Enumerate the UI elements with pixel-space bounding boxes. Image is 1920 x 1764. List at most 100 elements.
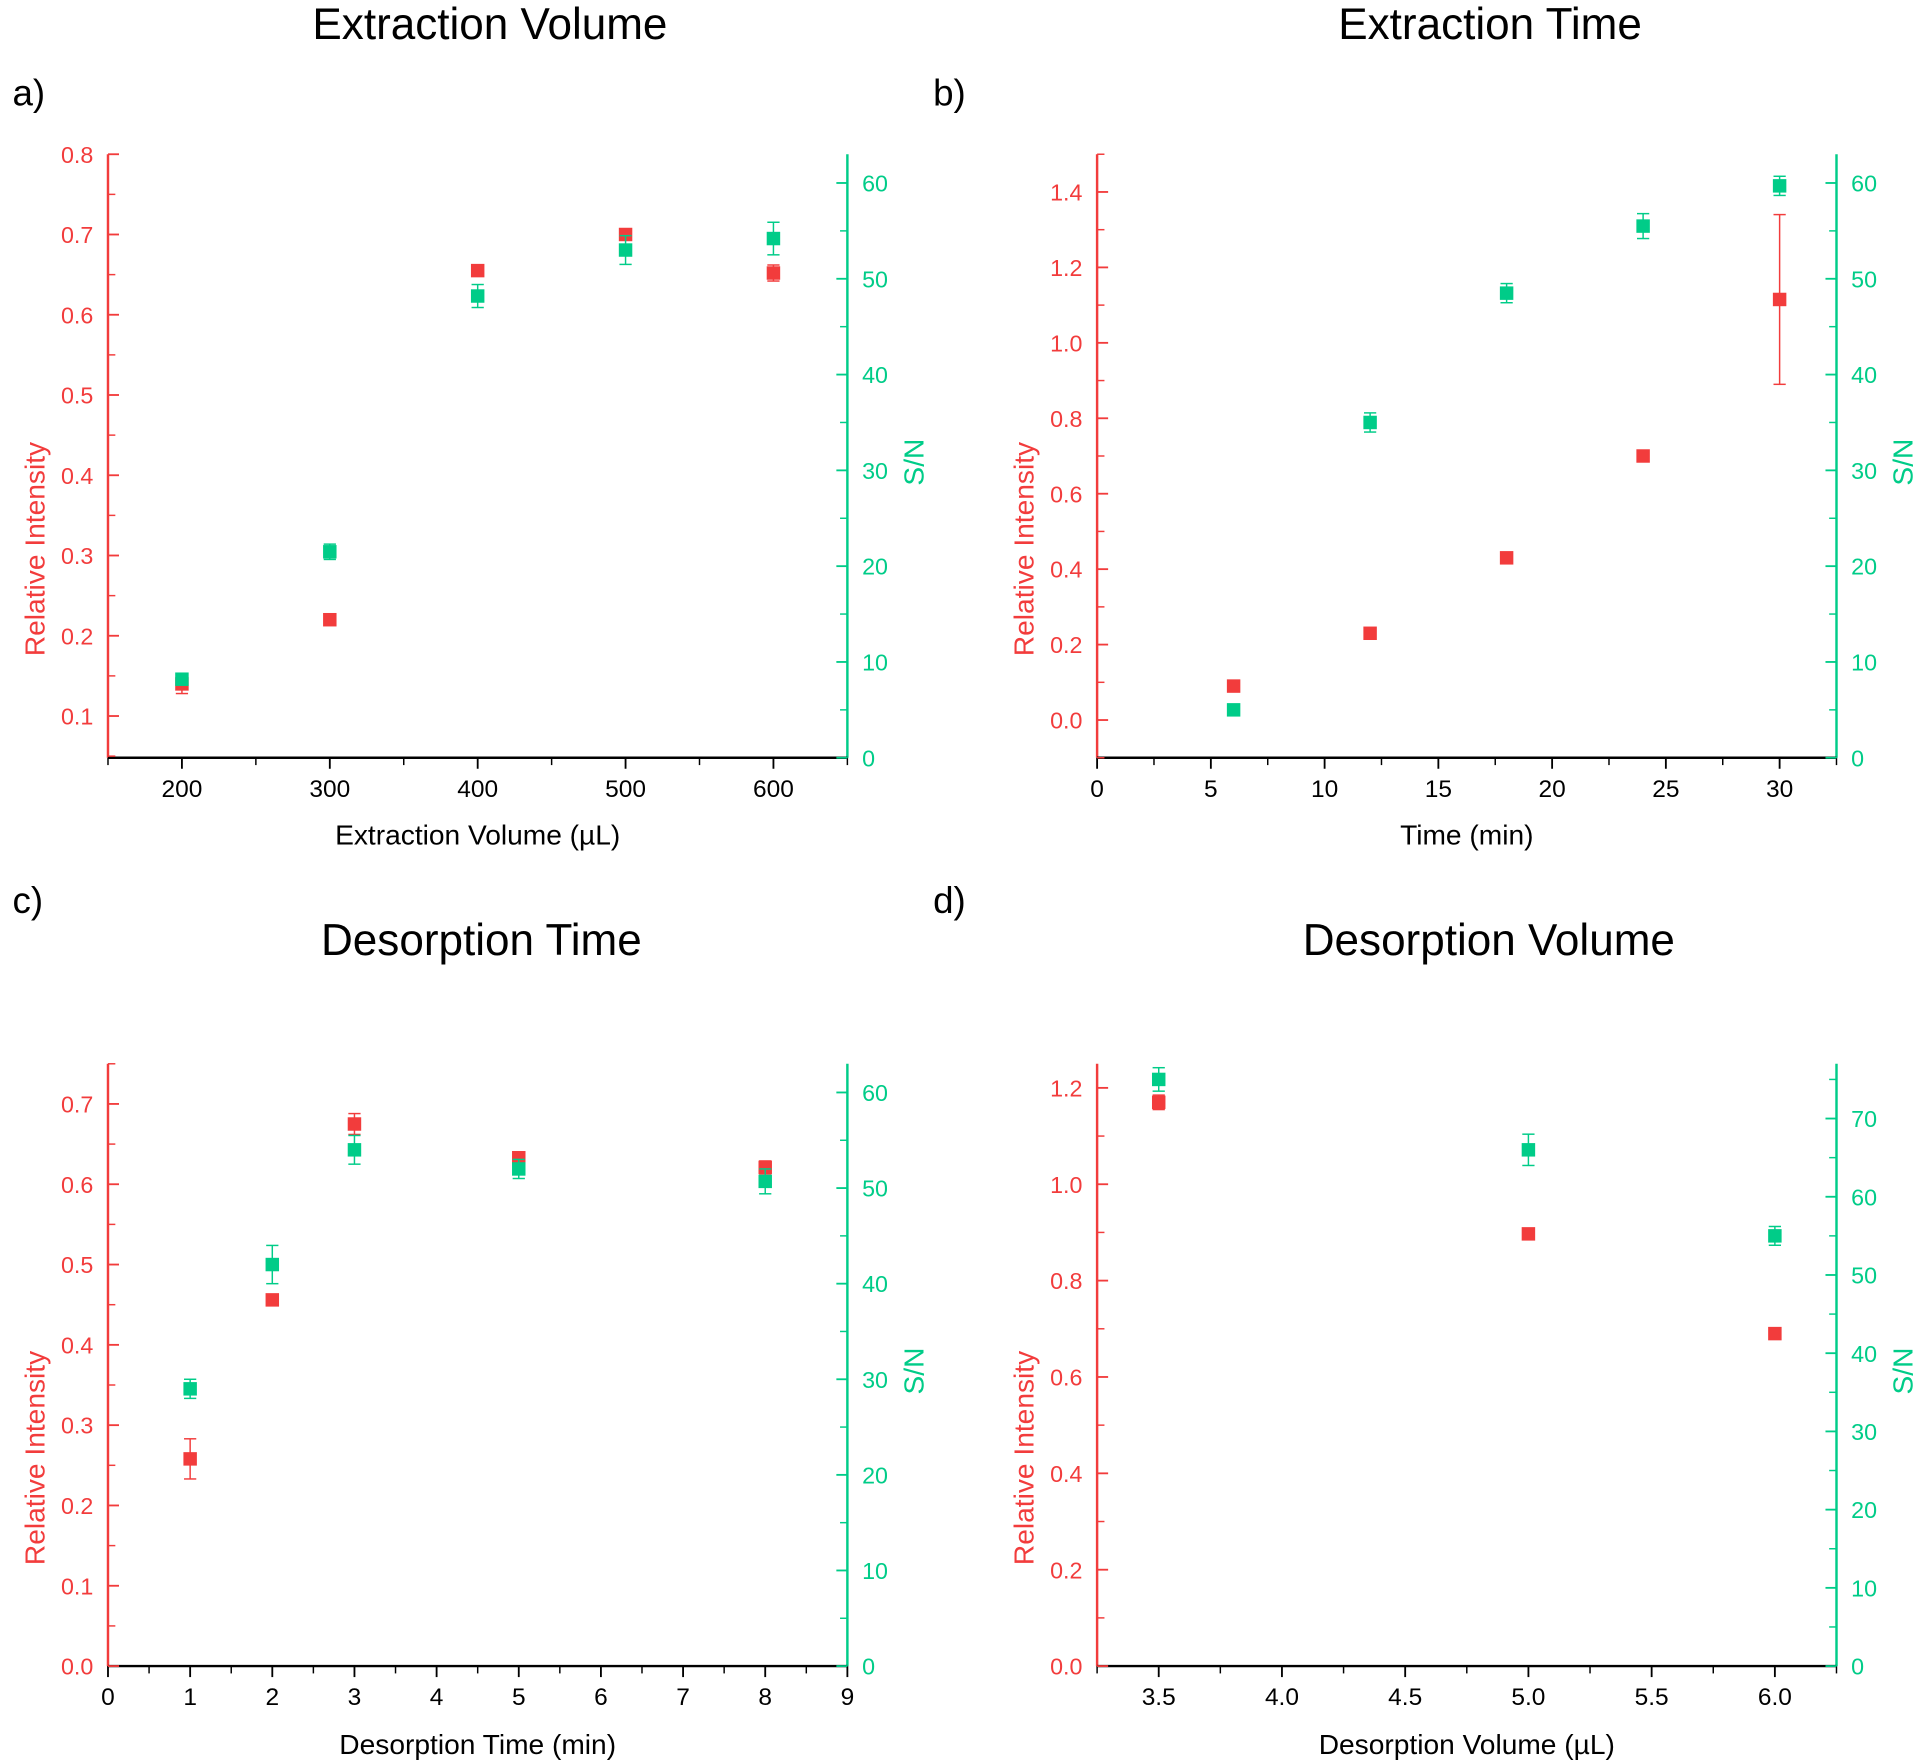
left-y-tick-label: 0.1 [61,704,93,730]
chart-title: Desorption Time [321,916,642,965]
right-y-tick-label: 10 [862,650,888,676]
series-relative-intensity [183,1112,772,1480]
series-sn [1226,175,1787,717]
x-tick-label: 4 [430,1684,444,1711]
right-y-tick-label: 20 [1851,554,1877,580]
x-tick-label: 5 [512,1684,526,1711]
data-point [323,612,337,627]
left-y-axis-label: Relative Intensity [1008,441,1039,656]
data-point [1768,1326,1782,1341]
data-point [1636,449,1650,463]
left-y-tick-label: 0.2 [61,623,93,649]
right-y-tick-label: 40 [1851,1341,1877,1367]
data-point [1151,1095,1166,1110]
data-point [1499,286,1514,300]
x-axis-label: Desorption Volume (µL) [1319,1729,1615,1760]
data-point [470,289,485,303]
data-point [323,545,337,559]
left-y-tick-label: 0.5 [61,1252,93,1278]
right-y-tick-label: 0 [1851,1654,1864,1680]
left-y-tick-label: 0.8 [1050,406,1082,432]
right-y-tick-label: 10 [862,1558,888,1584]
data-point [1363,626,1377,641]
x-tick-label: 7 [676,1684,690,1711]
left-y-tick-label: 0.6 [1050,481,1082,507]
right-y-tick-label: 60 [862,1080,888,1106]
left-y-tick-label: 0.7 [61,1092,93,1118]
x-tick-label: 400 [457,776,498,803]
x-tick-label: 6.0 [1758,1684,1792,1711]
data-point [512,1162,526,1176]
right-y-tick-label: 10 [1851,650,1877,676]
series-sn [183,1134,772,1400]
right-y-axis-label: S/N [898,439,929,486]
right-y-tick-label: 20 [1851,1497,1877,1523]
x-tick-label: 5.5 [1635,1684,1669,1711]
left-y-tick-label: 0.2 [1050,1557,1082,1583]
x-tick-label: 2 [265,1684,279,1711]
right-y-tick-label: 0 [862,745,875,771]
data-point [470,263,485,278]
right-y-tick-label: 40 [862,1271,888,1297]
data-point [758,1160,772,1175]
x-tick-label: 300 [309,776,350,803]
left-y-tick-label: 0.0 [1050,1654,1082,1680]
x-tick-label: 15 [1425,776,1452,803]
x-tick-label: 30 [1766,776,1793,803]
data-point [1521,1227,1536,1241]
left-y-tick-label: 1.0 [1050,330,1082,356]
left-y-tick-label: 1.2 [1050,1075,1082,1101]
left-y-tick-label: 0.6 [1050,1365,1082,1391]
left-y-axis-label: Relative Intensity [19,1350,50,1565]
data-point [183,1382,197,1396]
data-point [1636,219,1650,233]
x-tick-label: 4.5 [1388,1684,1422,1711]
left-y-tick-label: 0.3 [61,1413,93,1439]
right-y-tick-label: 60 [1851,1184,1877,1210]
x-tick-label: 200 [162,776,203,803]
data-point [766,266,781,280]
panel-label: c) [13,880,44,921]
right-y-tick-label: 50 [1851,1263,1877,1289]
data-point [265,1293,280,1307]
right-y-axis-label: S/N [898,1348,929,1395]
x-tick-label: 8 [758,1684,772,1711]
x-tick-label: 3 [348,1684,362,1711]
x-axis-label: Desorption Time (min) [339,1729,616,1760]
data-point [1151,1072,1166,1087]
right-y-tick-label: 0 [1851,745,1864,771]
left-y-tick-label: 0.4 [61,463,93,489]
left-y-tick-label: 0.6 [61,302,93,328]
left-y-axis-label: Relative Intensity [1008,1350,1039,1565]
x-tick-label: 1 [183,1684,197,1711]
x-tick-label: 25 [1652,776,1679,803]
x-tick-label: 0 [101,1684,115,1711]
right-y-tick-label: 40 [862,362,888,388]
right-y-tick-label: 50 [862,266,888,292]
data-point [347,1143,362,1157]
series-sn [175,221,781,686]
series-sn [1151,1066,1782,1246]
data-point [1226,679,1241,693]
chart-title: Extraction Time [1338,0,1642,49]
left-y-tick-label: 0.3 [61,543,93,569]
panel-d: Desorption Volume d) 3.5 4.0 4.5 5.0 5.5 6.0 Des… [933,880,1918,1760]
x-tick-label: 6 [594,1684,608,1711]
right-y-tick-label: 60 [1851,171,1877,197]
left-y-tick-label: 0.8 [1050,1268,1082,1294]
right-y-tick-label: 30 [1851,1419,1877,1445]
right-y-tick-label: 50 [862,1176,888,1202]
data-point [183,1452,197,1466]
right-y-tick-label: 20 [862,1462,888,1488]
x-tick-label: 20 [1539,776,1566,803]
right-y-tick-label: 70 [1851,1106,1877,1132]
data-point [1768,1229,1782,1243]
right-y-tick-label: 40 [1851,362,1877,388]
data-point [347,1117,362,1131]
panel-c: Desorption Time c) 0 1 2 3 4 5 6 7 8 9 Desorption Ti… [13,880,930,1760]
right-y-tick-label: 30 [1851,458,1877,484]
x-tick-label: 600 [753,776,794,803]
panel-label: a) [13,72,46,113]
